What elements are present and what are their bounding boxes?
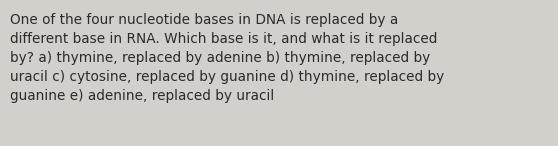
Text: One of the four nucleotide bases in DNA is replaced by a
different base in RNA. : One of the four nucleotide bases in DNA … (10, 13, 444, 103)
